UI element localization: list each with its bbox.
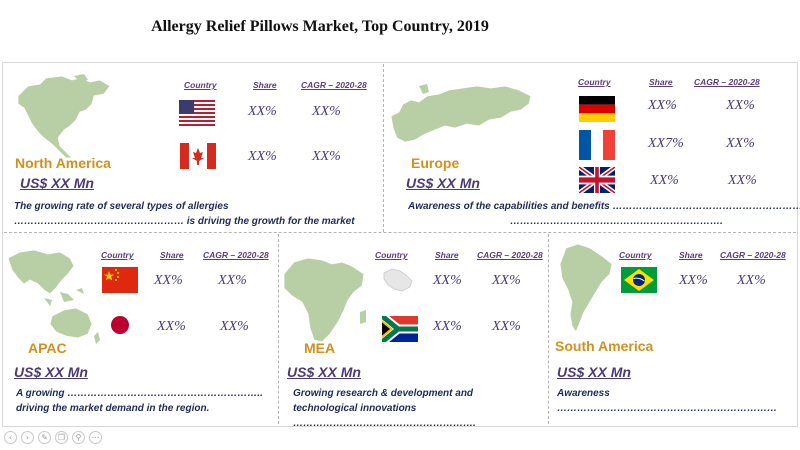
cagr-value: XX% <box>312 149 341 164</box>
cagr-value: XX% <box>312 104 341 119</box>
share-value: XX% <box>650 173 679 188</box>
north-america-map <box>17 74 111 159</box>
divider <box>4 232 796 233</box>
share-value: XX% <box>679 273 708 288</box>
market-size: US$ XX Mn <box>287 364 361 380</box>
country-header: Country <box>101 250 134 260</box>
share-value: XX7% <box>648 136 684 151</box>
description-line: ………………………………………………………. <box>510 216 723 227</box>
description-line: technological innovations <box>293 403 417 414</box>
region-name: MEA <box>304 340 336 356</box>
share-header: Share <box>435 250 459 260</box>
divider <box>548 234 549 424</box>
south-america-map <box>559 243 613 333</box>
japan-flag <box>102 312 138 338</box>
market-size: US$ XX Mn <box>14 364 88 380</box>
uk-flag <box>579 167 615 193</box>
cagr-value: XX% <box>492 319 521 334</box>
market-size: US$ XX Mn <box>406 175 480 191</box>
more-icon[interactable]: ⋯ <box>89 431 102 444</box>
pen-icon[interactable]: ✎ <box>38 431 51 444</box>
divider <box>383 64 384 232</box>
country-header: Country <box>375 250 408 260</box>
cagr-value: XX% <box>218 273 247 288</box>
france-flag <box>579 130 615 160</box>
share-value: XX% <box>248 149 277 164</box>
share-value: XX% <box>157 319 186 334</box>
apac-map <box>7 249 100 344</box>
usa-flag <box>179 100 215 126</box>
country-header: Country <box>184 80 217 90</box>
share-value: XX% <box>433 319 462 334</box>
description-line: …………………………………………… is driving the growth … <box>14 216 355 227</box>
saudi-arabia-map <box>383 268 413 292</box>
cagr-header: CAGR – 2020-28 <box>477 250 543 260</box>
previous-icon[interactable]: ‹ <box>4 431 17 444</box>
region-name: Europe <box>411 155 460 171</box>
share-value: XX% <box>248 104 277 119</box>
share-header: Share <box>253 80 277 90</box>
copy-icon[interactable]: ❐ <box>55 431 68 444</box>
cagr-header: CAGR – 2020-28 <box>720 250 786 260</box>
south-africa-flag <box>382 316 418 342</box>
slide-frame <box>2 62 798 427</box>
cagr-value: XX% <box>492 273 521 288</box>
region-name: South America <box>555 338 654 354</box>
description-line: A growing ………………………………………………….. <box>16 388 263 399</box>
canada-flag <box>180 143 216 169</box>
region-name: APAC <box>28 340 67 356</box>
share-value: XX% <box>648 98 677 113</box>
europe-map <box>390 84 532 143</box>
country-header: Country <box>578 77 611 87</box>
cagr-header: CAGR – 2020-28 <box>203 250 269 260</box>
slide-title: Allergy Relief Pillows Market, Top Count… <box>151 18 489 35</box>
description-line: The growing rate of several types of all… <box>14 201 229 212</box>
cagr-value: XX% <box>728 173 757 188</box>
description-line: Awareness of the capabilities and benefi… <box>408 201 800 212</box>
zoom-icon[interactable]: ⚲ <box>72 431 85 444</box>
share-value: XX% <box>154 273 183 288</box>
cagr-value: XX% <box>726 136 755 151</box>
china-flag <box>102 267 138 293</box>
cagr-header: CAGR – 2020-28 <box>301 80 367 90</box>
description-line: Awareness <box>557 388 610 399</box>
market-size: US$ XX Mn <box>20 175 94 191</box>
market-size: US$ XX Mn <box>557 364 631 380</box>
share-value: XX% <box>433 273 462 288</box>
cagr-value: XX% <box>726 98 755 113</box>
description-line: driving the market demand in the region. <box>16 403 210 414</box>
cagr-value: XX% <box>220 319 249 334</box>
region-name: North America <box>15 155 111 171</box>
share-header: Share <box>679 250 703 260</box>
share-header: Share <box>160 250 184 260</box>
germany-flag <box>579 96 615 122</box>
share-header: Share <box>649 77 673 87</box>
description-line: Growing research & development and <box>293 388 474 399</box>
slideshow-controls: ‹ › ✎ ❐ ⚲ ⋯ <box>4 431 102 445</box>
cagr-value: XX% <box>737 273 766 288</box>
description-line: ………………………………………………………… <box>557 403 777 414</box>
description-line: ………………………………………………. <box>293 418 476 429</box>
mea-map <box>283 257 366 343</box>
divider <box>278 234 279 424</box>
cagr-header: CAGR – 2020-28 <box>694 77 760 87</box>
brazil-flag <box>621 267 657 293</box>
country-header: Country <box>619 250 652 260</box>
next-icon[interactable]: › <box>21 431 34 444</box>
